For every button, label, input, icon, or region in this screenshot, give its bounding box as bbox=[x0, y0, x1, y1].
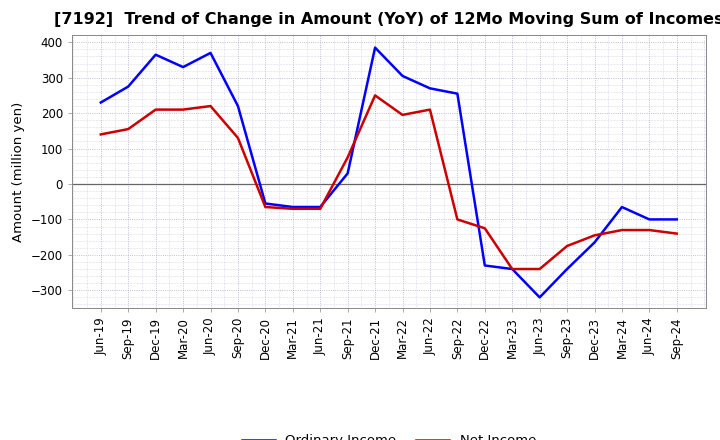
Ordinary Income bbox=[508, 266, 516, 271]
Ordinary Income bbox=[453, 91, 462, 96]
Line: Ordinary Income: Ordinary Income bbox=[101, 48, 677, 297]
Ordinary Income bbox=[672, 217, 681, 222]
Net Income bbox=[672, 231, 681, 236]
Ordinary Income bbox=[645, 217, 654, 222]
Net Income bbox=[398, 112, 407, 117]
Ordinary Income bbox=[590, 240, 599, 245]
Net Income bbox=[480, 226, 489, 231]
Net Income bbox=[316, 206, 325, 212]
Net Income bbox=[289, 206, 297, 212]
Net Income bbox=[233, 136, 242, 141]
Net Income bbox=[426, 107, 434, 112]
Net Income bbox=[618, 227, 626, 233]
Net Income bbox=[590, 233, 599, 238]
Ordinary Income bbox=[316, 205, 325, 210]
Ordinary Income bbox=[618, 205, 626, 210]
Ordinary Income bbox=[536, 295, 544, 300]
Title: [7192]  Trend of Change in Amount (YoY) of 12Mo Moving Sum of Incomes: [7192] Trend of Change in Amount (YoY) o… bbox=[54, 12, 720, 27]
Ordinary Income bbox=[398, 73, 407, 79]
Net Income bbox=[261, 205, 270, 210]
Ordinary Income bbox=[124, 84, 132, 89]
Net Income bbox=[371, 93, 379, 98]
Net Income bbox=[96, 132, 105, 137]
Ordinary Income bbox=[261, 201, 270, 206]
Ordinary Income bbox=[206, 50, 215, 55]
Ordinary Income bbox=[371, 45, 379, 50]
Ordinary Income bbox=[563, 266, 572, 271]
Net Income bbox=[453, 217, 462, 222]
Y-axis label: Amount (million yen): Amount (million yen) bbox=[12, 102, 25, 242]
Net Income bbox=[151, 107, 160, 112]
Net Income bbox=[343, 155, 352, 160]
Ordinary Income bbox=[96, 100, 105, 105]
Net Income bbox=[645, 227, 654, 233]
Ordinary Income bbox=[426, 86, 434, 91]
Net Income bbox=[563, 243, 572, 249]
Net Income bbox=[179, 107, 187, 112]
Net Income bbox=[508, 266, 516, 271]
Ordinary Income bbox=[289, 205, 297, 210]
Net Income bbox=[124, 126, 132, 132]
Ordinary Income bbox=[233, 103, 242, 109]
Line: Net Income: Net Income bbox=[101, 95, 677, 269]
Ordinary Income bbox=[480, 263, 489, 268]
Ordinary Income bbox=[151, 52, 160, 57]
Ordinary Income bbox=[343, 171, 352, 176]
Legend: Ordinary Income, Net Income: Ordinary Income, Net Income bbox=[236, 429, 541, 440]
Net Income bbox=[536, 266, 544, 271]
Ordinary Income bbox=[179, 64, 187, 70]
Net Income bbox=[206, 103, 215, 109]
